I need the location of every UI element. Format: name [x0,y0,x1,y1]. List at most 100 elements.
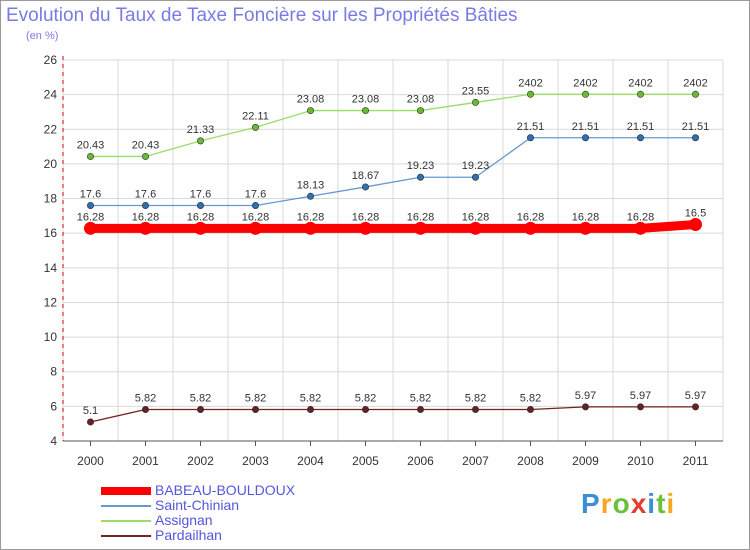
x-tick-label: 2000 [77,454,104,468]
data-label: 17.6 [190,188,211,200]
data-label: 17.6 [245,188,266,200]
data-label: 19.23 [407,160,435,172]
logo-letter: r [600,488,613,519]
data-label: 5.82 [355,392,376,404]
data-label: 5.82 [245,392,266,404]
data-label: 16.28 [352,211,380,223]
data-point [691,90,699,98]
y-tick-label: 14 [44,261,58,275]
data-label: 5.82 [135,392,156,404]
data-point [252,123,260,131]
series-line [86,220,700,233]
data-point [194,221,207,235]
data-point [526,90,534,98]
data-point [359,221,372,235]
data-point [469,221,482,235]
data-point [471,405,479,413]
data-label: 16.28 [517,211,545,223]
data-point [526,405,534,413]
y-tick-label: 18 [44,192,58,206]
data-point [471,98,479,106]
y-tick-label: 8 [50,365,57,379]
data-point [634,221,647,235]
legend-label: Pardailhan [155,527,222,543]
data-point [197,405,205,413]
series-line [89,137,697,207]
data-point [87,201,95,209]
x-tick-label: 2010 [627,454,654,468]
data-label: 16.28 [627,211,655,223]
data-label: 5.97 [630,390,651,402]
data-label: 17.6 [135,188,156,200]
data-point [471,173,479,181]
x-tick-label: 2009 [572,454,599,468]
data-label: 5.82 [520,392,541,404]
logo-letter: P [581,488,601,519]
data-label: 5.82 [465,392,486,404]
data-label: 16.28 [77,211,105,223]
data-point [306,405,314,413]
proxiti-logo: Proxiti [581,488,675,520]
legend-swatch [101,487,151,495]
data-label: 16.28 [407,211,435,223]
legend-swatch [101,505,151,507]
data-label: 23.08 [297,94,325,106]
data-point [249,221,262,235]
data-point [87,418,95,426]
data-label: 18.67 [352,170,380,182]
data-label: 21.51 [517,121,545,133]
data-label: 2402 [628,77,652,89]
data-point [526,134,534,142]
data-point [689,218,702,232]
data-point [416,173,424,181]
data-point [252,201,260,209]
legend-label: Assignan [155,512,213,528]
x-tick-label: 2004 [297,454,324,468]
x-tick-label: 2007 [462,454,489,468]
data-label: 19.23 [462,160,490,172]
data-label: 16.5 [685,208,706,220]
x-tick-label: 2008 [517,454,544,468]
data-label: 18.13 [297,179,325,191]
data-point [414,221,427,235]
line-chart: 4 6 8 10 12 14 16 18 20 22 24 26 2000 2001 2002 2003 200… [44,53,724,468]
x-tick-label: 2002 [187,454,214,468]
chart-title: Evolution du Taux de Taxe Foncière sur l… [6,5,518,26]
y-tick-label: 4 [50,434,57,448]
data-label: 21.51 [627,121,655,133]
data-label: 16.28 [297,211,325,223]
data-label: 16.28 [462,211,490,223]
data-point [361,107,369,115]
y-tick-label: 6 [50,399,57,413]
legend-label: Saint-Chinian [155,497,240,513]
x-tick-label: 2001 [132,454,159,468]
data-label: 5.97 [685,390,706,402]
logo-letter: i [666,488,676,519]
data-label: 17.6 [80,188,101,200]
x-tick-label: 2003 [242,454,269,468]
data-point [139,221,152,235]
y-tick-label: 10 [44,330,58,344]
data-label: 16.28 [132,211,160,223]
y-tick-label: 20 [44,157,58,171]
data-point [691,403,699,411]
data-point [579,221,592,235]
unit-label: (en %) [26,30,59,42]
y-tick-label: 26 [44,53,58,67]
data-point [142,405,150,413]
data-point [84,221,97,235]
y-tick-label: 24 [44,88,58,102]
data-point [636,403,644,411]
data-label: 2402 [518,77,542,89]
data-point [636,134,644,142]
data-point [581,90,589,98]
data-point [306,107,314,115]
data-label: 22.11 [242,110,269,122]
data-point [361,405,369,413]
data-point [524,221,537,235]
data-label: 21.51 [682,121,710,133]
data-point [197,137,205,145]
data-label: 5.97 [575,390,596,402]
data-label: 23.55 [462,85,490,97]
data-label: 20.43 [132,139,160,151]
